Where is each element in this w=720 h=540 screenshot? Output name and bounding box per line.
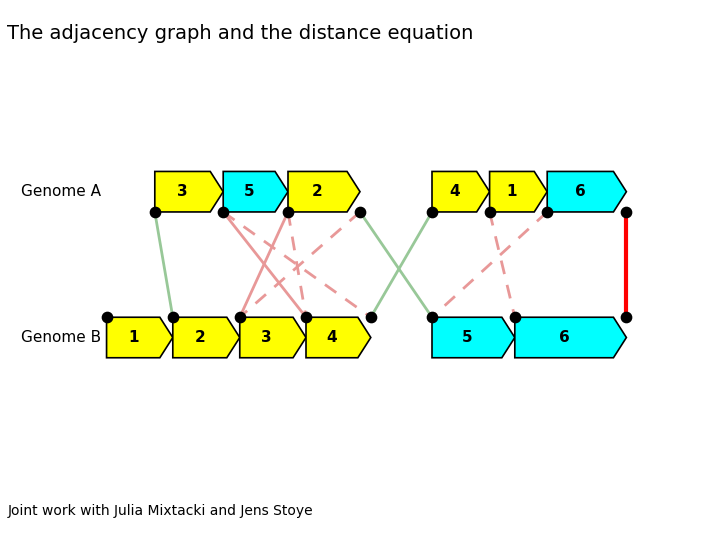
- Point: [101, 313, 112, 321]
- Text: Genome A: Genome A: [21, 184, 102, 199]
- Point: [621, 313, 632, 321]
- Text: Joint work with Julia Mixtacki and Jens Stoye: Joint work with Julia Mixtacki and Jens …: [7, 504, 312, 518]
- Text: 3: 3: [261, 330, 271, 345]
- Polygon shape: [432, 172, 490, 212]
- Polygon shape: [432, 317, 515, 357]
- Text: 5: 5: [462, 330, 472, 345]
- Point: [365, 313, 377, 321]
- Point: [282, 207, 294, 216]
- Text: 4: 4: [449, 184, 459, 199]
- Point: [426, 313, 438, 321]
- Point: [541, 207, 553, 216]
- Text: 6: 6: [559, 330, 570, 345]
- Polygon shape: [306, 317, 371, 357]
- Text: The adjacency graph and the distance equation: The adjacency graph and the distance equ…: [7, 24, 474, 43]
- Polygon shape: [288, 172, 360, 212]
- Point: [149, 207, 161, 216]
- Point: [426, 207, 438, 216]
- Point: [509, 313, 521, 321]
- Text: 6: 6: [575, 184, 585, 199]
- Point: [217, 207, 229, 216]
- Point: [354, 207, 366, 216]
- Text: Genome B: Genome B: [21, 330, 102, 345]
- Polygon shape: [155, 172, 223, 212]
- Text: 2: 2: [312, 184, 323, 199]
- Text: 1: 1: [128, 330, 138, 345]
- Polygon shape: [547, 172, 626, 212]
- Polygon shape: [515, 317, 626, 357]
- Text: 3: 3: [177, 184, 188, 199]
- Polygon shape: [223, 172, 288, 212]
- Text: 1: 1: [507, 184, 517, 199]
- Text: 4: 4: [327, 330, 337, 345]
- Point: [167, 313, 179, 321]
- Polygon shape: [240, 317, 306, 357]
- Point: [300, 313, 312, 321]
- Polygon shape: [490, 172, 547, 212]
- Polygon shape: [107, 317, 173, 357]
- Text: 2: 2: [194, 330, 205, 345]
- Point: [621, 207, 632, 216]
- Text: 5: 5: [244, 184, 254, 199]
- Point: [484, 207, 495, 216]
- Point: [234, 313, 246, 321]
- Polygon shape: [173, 317, 240, 357]
